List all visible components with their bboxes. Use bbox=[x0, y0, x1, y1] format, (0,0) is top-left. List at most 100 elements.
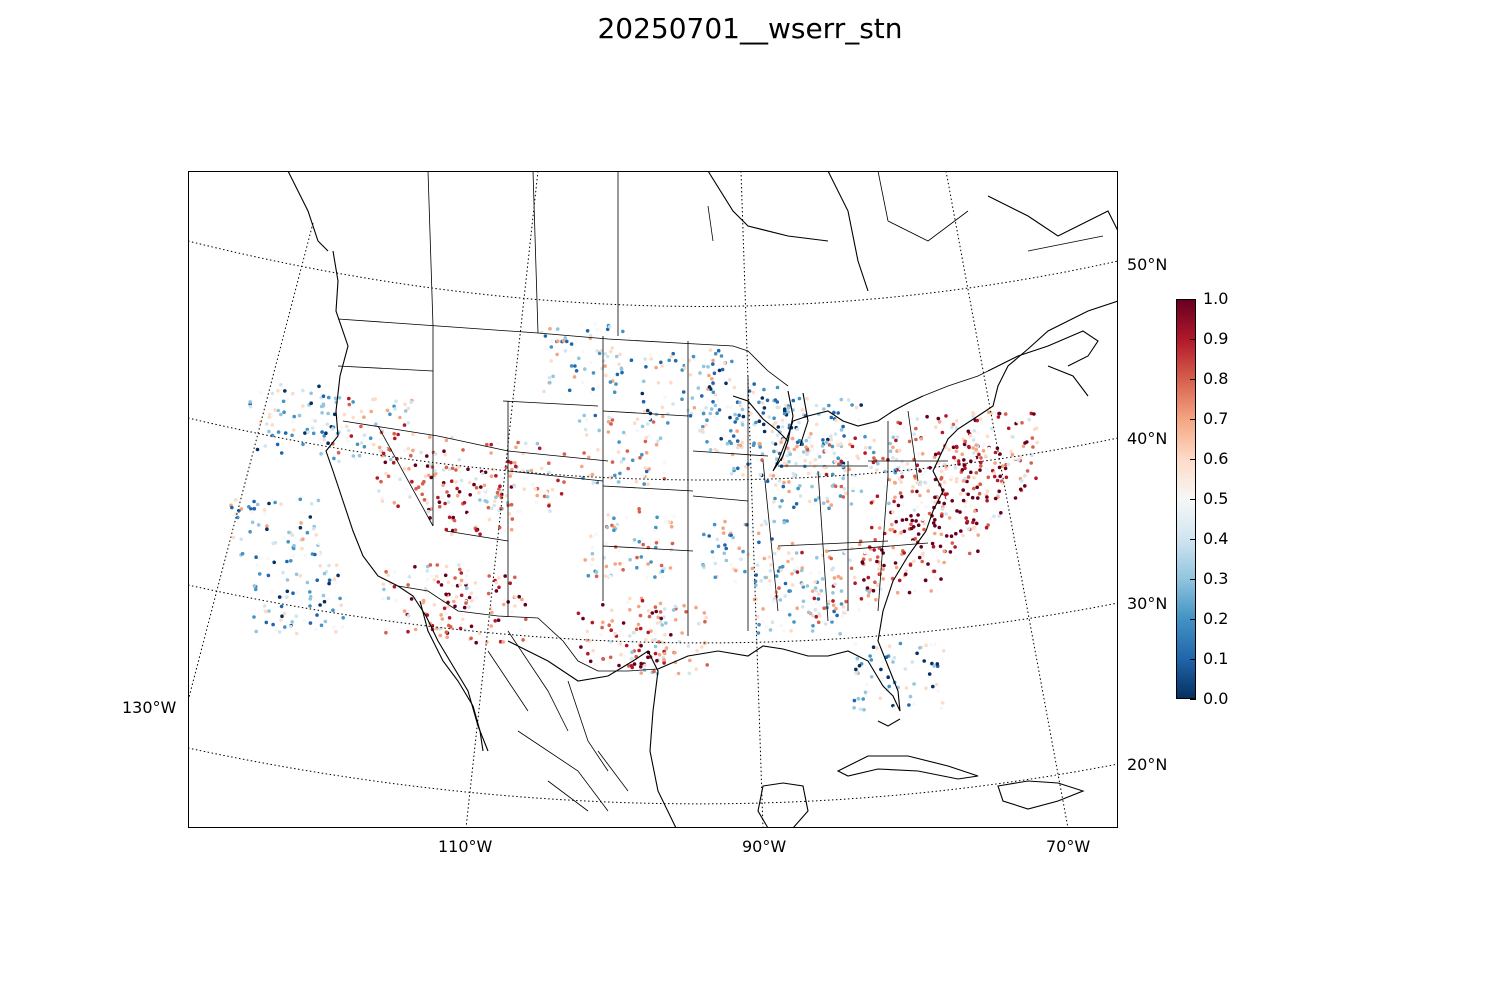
station-point bbox=[1034, 476, 1038, 481]
station-point bbox=[740, 407, 745, 412]
station-point bbox=[883, 469, 887, 474]
station-point bbox=[738, 400, 742, 405]
station-point bbox=[787, 489, 791, 494]
station-point bbox=[875, 555, 880, 559]
station-point bbox=[462, 500, 467, 505]
station-point bbox=[769, 583, 773, 587]
station-point bbox=[444, 592, 448, 597]
station-point bbox=[607, 415, 611, 420]
station-point bbox=[701, 430, 705, 434]
station-point bbox=[935, 662, 940, 666]
station-point bbox=[762, 556, 767, 561]
station-point bbox=[764, 624, 769, 629]
station-point bbox=[291, 420, 295, 424]
station-point bbox=[711, 400, 715, 404]
station-point bbox=[280, 614, 284, 618]
station-point bbox=[345, 436, 349, 440]
station-point bbox=[707, 373, 711, 378]
station-point bbox=[628, 557, 632, 562]
station-point bbox=[692, 357, 697, 362]
station-point bbox=[976, 533, 980, 537]
station-point bbox=[967, 445, 971, 450]
station-point bbox=[656, 615, 660, 620]
station-point bbox=[733, 579, 738, 584]
station-point bbox=[931, 684, 935, 689]
lat-line-50n bbox=[188, 240, 1118, 307]
station-point bbox=[804, 445, 808, 449]
station-point bbox=[808, 611, 813, 616]
station-point bbox=[459, 593, 464, 598]
station-point bbox=[790, 436, 795, 441]
station-point bbox=[741, 414, 746, 419]
station-point bbox=[637, 510, 642, 514]
station-point bbox=[606, 513, 610, 517]
station-point bbox=[1023, 441, 1027, 445]
station-point bbox=[659, 620, 663, 624]
station-point bbox=[951, 422, 956, 427]
lon-line-130w bbox=[188, 222, 314, 702]
station-point bbox=[947, 516, 952, 520]
station-point bbox=[632, 421, 637, 425]
station-point bbox=[559, 492, 564, 496]
station-point bbox=[656, 538, 661, 542]
station-point bbox=[561, 338, 566, 343]
station-point bbox=[420, 492, 424, 497]
station-point bbox=[336, 573, 340, 578]
station-point bbox=[406, 614, 411, 618]
station-point bbox=[438, 621, 443, 626]
station-point bbox=[928, 466, 932, 470]
station-point bbox=[585, 629, 590, 634]
station-point bbox=[785, 420, 789, 424]
station-point bbox=[810, 444, 814, 449]
station-point bbox=[616, 480, 621, 484]
station-point bbox=[792, 569, 797, 573]
station-point bbox=[266, 556, 270, 561]
station-point bbox=[655, 515, 659, 520]
station-point bbox=[900, 459, 904, 464]
station-point bbox=[635, 428, 640, 433]
station-point bbox=[489, 442, 494, 447]
station-point bbox=[635, 417, 640, 421]
station-point bbox=[605, 354, 610, 359]
station-point bbox=[265, 422, 269, 426]
station-point bbox=[547, 504, 551, 508]
station-point bbox=[264, 620, 269, 625]
station-point bbox=[362, 444, 367, 449]
station-point bbox=[891, 510, 895, 514]
station-point bbox=[841, 605, 846, 609]
station-point bbox=[386, 573, 390, 577]
station-point bbox=[795, 570, 800, 574]
station-point bbox=[832, 609, 836, 614]
station-point bbox=[485, 442, 489, 447]
station-point bbox=[815, 462, 820, 467]
station-point bbox=[767, 415, 772, 419]
station-point bbox=[706, 365, 710, 369]
station-point bbox=[591, 557, 595, 562]
station-point bbox=[915, 505, 920, 510]
station-point bbox=[624, 643, 629, 648]
station-point bbox=[321, 394, 326, 398]
station-point bbox=[954, 418, 959, 423]
station-point bbox=[1030, 436, 1035, 440]
station-point bbox=[277, 630, 282, 634]
station-point bbox=[966, 475, 971, 479]
station-point bbox=[809, 432, 813, 436]
station-point bbox=[303, 553, 308, 558]
station-point bbox=[359, 409, 364, 414]
station-point bbox=[659, 360, 663, 365]
station-point bbox=[833, 432, 838, 436]
station-point bbox=[755, 563, 760, 567]
station-point bbox=[322, 434, 326, 438]
station-point bbox=[458, 583, 462, 587]
station-point bbox=[664, 621, 668, 625]
station-point bbox=[975, 418, 979, 423]
station-point bbox=[831, 591, 835, 595]
station-point bbox=[854, 671, 858, 675]
station-point bbox=[754, 420, 758, 425]
station-point bbox=[386, 474, 391, 479]
station-point bbox=[327, 563, 331, 568]
mexico-gulf-coast bbox=[507, 640, 677, 828]
station-point bbox=[523, 602, 528, 607]
station-point bbox=[455, 486, 459, 491]
station-point bbox=[861, 557, 866, 561]
